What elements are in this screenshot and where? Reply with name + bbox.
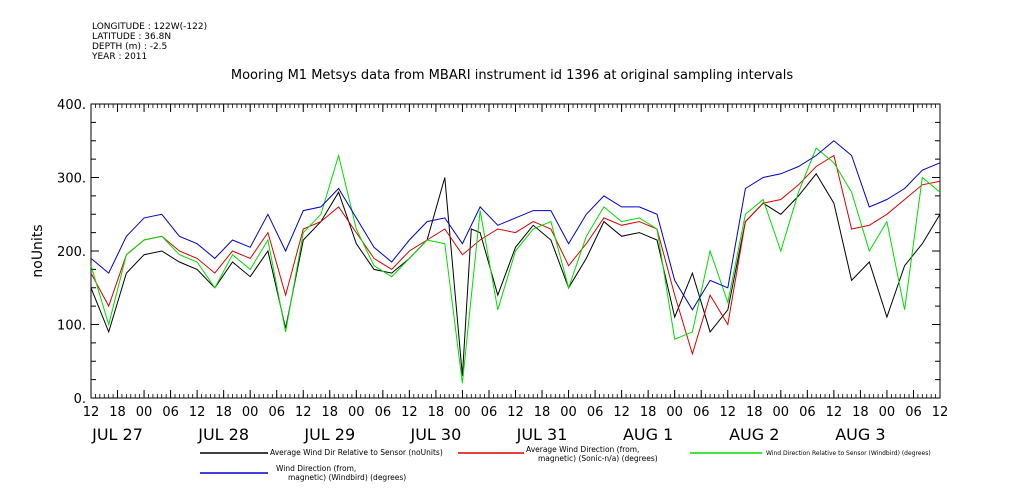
- x-day-label: AUG 1: [623, 425, 673, 444]
- x-tick-label: 06: [693, 405, 710, 420]
- x-day-label: JUL 27: [91, 425, 143, 444]
- x-day-label: AUG 2: [729, 425, 779, 444]
- x-tick-label: 12: [83, 405, 100, 420]
- y-axis-label: noUnits: [30, 224, 46, 277]
- series-line-2: [90, 154, 941, 356]
- x-tick-label: 12: [507, 405, 524, 420]
- y-tick-label: 200.: [57, 245, 86, 260]
- x-tick-label: 06: [587, 405, 604, 420]
- x-tick-label: 18: [534, 405, 551, 420]
- x-day-label: JUL 28: [197, 425, 249, 444]
- legend-label-2: Average Wind Direction (from,: [526, 445, 639, 454]
- legend-label-2-line2: magnetic) (Sonic-n/a) (degrees): [538, 454, 658, 463]
- x-tick-label: 00: [773, 405, 790, 420]
- series-line-1: [90, 172, 941, 376]
- x-tick-label: 00: [348, 405, 365, 420]
- year-text: YEAR : 2011: [92, 52, 148, 62]
- series-line-4: [90, 140, 941, 311]
- series-line-3: [90, 147, 941, 384]
- x-tick-label: 00: [454, 405, 471, 420]
- legend-label-4-line2: magnetic) (Windbird) (degrees): [288, 473, 406, 482]
- y-tick-label: 0.: [74, 392, 86, 407]
- x-tick-label: 06: [481, 405, 498, 420]
- x-tick-label: 12: [295, 405, 312, 420]
- x-day-label: JUL 31: [516, 425, 568, 444]
- x-day-label: JUL 29: [303, 425, 355, 444]
- x-tick-label: 12: [613, 405, 630, 420]
- x-tick-label: 18: [746, 405, 763, 420]
- x-tick-label: 00: [242, 405, 259, 420]
- x-tick-label: 18: [852, 405, 869, 420]
- legend-label-1: Average Wind Dir Relative to Sensor (noU…: [270, 448, 443, 457]
- x-tick-label: 18: [322, 405, 339, 420]
- chart-title: Mooring M1 Metsys data from MBARI instru…: [230, 68, 794, 83]
- x-tick-label: 06: [268, 405, 285, 420]
- x-tick-label: 18: [640, 405, 657, 420]
- x-tick-label: 12: [719, 405, 736, 420]
- metadata-block: LONGITUDE : 122W(-122) LATITUDE : 36.8N …: [92, 22, 207, 62]
- x-tick-label: 12: [932, 405, 949, 420]
- x-tick-label: 18: [215, 405, 232, 420]
- x-tick-label: 00: [666, 405, 683, 420]
- x-tick-label: 00: [560, 405, 577, 420]
- x-tick-label: 00: [136, 405, 153, 420]
- longitude-text: LONGITUDE : 122W(-122): [92, 22, 208, 32]
- x-tick-label: 18: [109, 405, 126, 420]
- y-tick-label: 100.: [57, 319, 86, 334]
- x-tick-label: 06: [162, 405, 179, 420]
- x-tick-label: 00: [879, 405, 896, 420]
- y-tick-label: 300.: [57, 172, 86, 187]
- x-tick-label: 12: [826, 405, 843, 420]
- y-tick-label: 400.: [57, 98, 86, 113]
- x-tick-label: 18: [428, 405, 445, 420]
- x-day-label: JUL 30: [410, 425, 462, 444]
- legend-label-3: Wind Direction Relative to Sensor (Windb…: [766, 450, 931, 457]
- x-tick-label: 12: [401, 405, 418, 420]
- x-tick-label: 06: [905, 405, 922, 420]
- legend-label-4: Wind Direction (from,: [276, 464, 356, 473]
- depth-text: DEPTH (m) : -2.5: [92, 42, 168, 52]
- x-tick-label: 06: [799, 405, 816, 420]
- x-tick-label: 12: [189, 405, 206, 420]
- x-tick-label: 06: [375, 405, 392, 420]
- x-day-label: AUG 3: [835, 425, 885, 444]
- latitude-text: LATITUDE : 36.8N: [92, 32, 172, 42]
